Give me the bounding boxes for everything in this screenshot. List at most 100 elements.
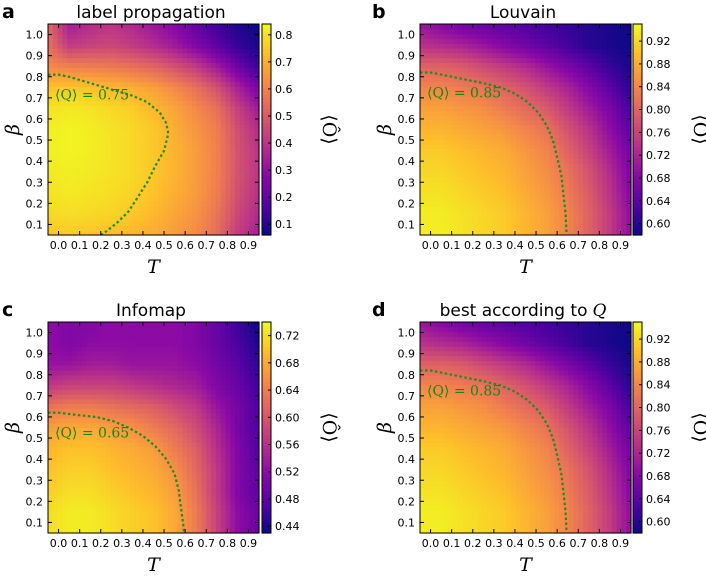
heatmap-cell — [148, 28, 155, 35]
heatmap-cell — [201, 124, 207, 131]
heatmap-cell — [487, 129, 493, 135]
heatmap-cell — [76, 201, 83, 207]
heatmap-cell — [539, 148, 546, 155]
heatmap-cell — [578, 24, 584, 30]
heatmap-cell — [187, 124, 193, 131]
heatmap-cell — [215, 163, 222, 169]
heatmap-cell — [525, 57, 531, 63]
heatmap-cell — [235, 201, 241, 207]
heatmap-cell — [163, 523, 169, 529]
heatmap-cell — [206, 191, 212, 198]
heatmap-cell — [129, 230, 135, 236]
heatmap-cell — [211, 446, 217, 453]
heatmap-cell — [559, 148, 565, 155]
heatmap-cell — [163, 513, 169, 520]
heatmap-cell — [211, 148, 217, 155]
heatmap-cell — [496, 71, 503, 78]
heatmap-cell — [611, 91, 618, 97]
heatmap-cell — [472, 196, 479, 203]
heatmap-cell — [443, 201, 450, 207]
heatmap-cell — [167, 158, 174, 164]
heatmap-cell — [578, 201, 584, 207]
colorbar-frame — [261, 23, 272, 236]
heatmap-cell — [530, 172, 536, 179]
heatmap-cell — [597, 52, 603, 59]
heatmap-cell — [57, 134, 63, 140]
heatmap-cell — [139, 38, 145, 44]
heatmap-cell — [158, 129, 164, 135]
heatmap-cell — [158, 206, 164, 212]
heatmap-cell — [244, 513, 251, 520]
heatmap-cell — [482, 172, 488, 179]
heatmap-cell — [530, 119, 536, 126]
heatmap-cell — [592, 196, 599, 203]
heatmap-cell — [100, 148, 107, 155]
heatmap-cell — [153, 143, 159, 150]
heatmap-cell — [215, 47, 222, 54]
heatmap-cell — [544, 172, 551, 179]
heatmap-cell — [520, 100, 527, 107]
heatmap-cell — [235, 91, 241, 97]
heatmap-cell — [148, 206, 155, 212]
heatmap-cell — [57, 172, 63, 179]
heatmap-cell — [225, 191, 231, 198]
heatmap-cell — [477, 206, 483, 212]
heatmap-cell — [597, 139, 603, 145]
heatmap-cell — [91, 148, 97, 155]
heatmap-cell — [434, 33, 440, 39]
heatmap-cell — [71, 110, 78, 116]
heatmap-cell — [443, 220, 450, 227]
heatmap-cell — [477, 158, 483, 164]
heatmap-cell — [467, 225, 474, 231]
heatmap-cell — [235, 158, 241, 164]
heatmap-cell — [491, 81, 498, 87]
heatmap-cell — [148, 24, 155, 30]
heatmap-cell — [544, 100, 551, 107]
heatmap-cell — [535, 134, 541, 140]
heatmap-cell — [220, 489, 227, 496]
heatmap-cell — [76, 124, 83, 131]
heatmap-cell — [143, 446, 150, 453]
heatmap-cell — [578, 71, 584, 78]
heatmap-cell — [201, 196, 207, 203]
heatmap-cell — [244, 139, 251, 145]
heatmap-cell — [196, 441, 203, 448]
heatmap-cell — [491, 225, 498, 231]
colorbar-segment — [633, 90, 642, 95]
heatmap-cell — [501, 230, 507, 236]
heatmap-cell — [439, 28, 445, 35]
heatmap-cell — [134, 215, 140, 222]
heatmap-cell — [172, 81, 179, 87]
heatmap-cell — [62, 461, 68, 467]
colorbar-segment — [262, 136, 271, 141]
heatmap-cell — [86, 489, 92, 496]
heatmap-cell — [602, 153, 608, 159]
heatmap-cell — [86, 67, 92, 73]
heatmap-cell — [563, 191, 570, 198]
heatmap-cell — [467, 220, 474, 227]
heatmap-cell — [139, 499, 145, 505]
heatmap-cell — [134, 153, 140, 159]
heatmap-cell — [568, 100, 575, 107]
heatmap-cell — [244, 446, 251, 453]
heatmap-cell — [621, 167, 627, 174]
heatmap-cell — [172, 518, 179, 525]
heatmap-cell — [67, 91, 73, 97]
heatmap-cell — [491, 119, 498, 126]
heatmap-cell — [134, 513, 140, 520]
heatmap-cell — [177, 485, 183, 491]
heatmap-cell — [153, 504, 159, 510]
heatmap-cell — [420, 38, 426, 44]
heatmap-cell — [215, 446, 222, 453]
heatmap-cell — [448, 196, 455, 203]
heatmap-cell — [578, 38, 584, 44]
heatmap-cell — [139, 110, 145, 116]
heatmap-cell — [467, 52, 474, 59]
heatmap-cell — [129, 480, 135, 486]
heatmap-cell — [506, 158, 512, 164]
heatmap-cell — [626, 62, 632, 68]
heatmap-cell — [148, 110, 155, 116]
heatmap-cell — [86, 71, 92, 78]
heatmap-cell — [182, 182, 188, 188]
heatmap-cell — [587, 62, 594, 68]
